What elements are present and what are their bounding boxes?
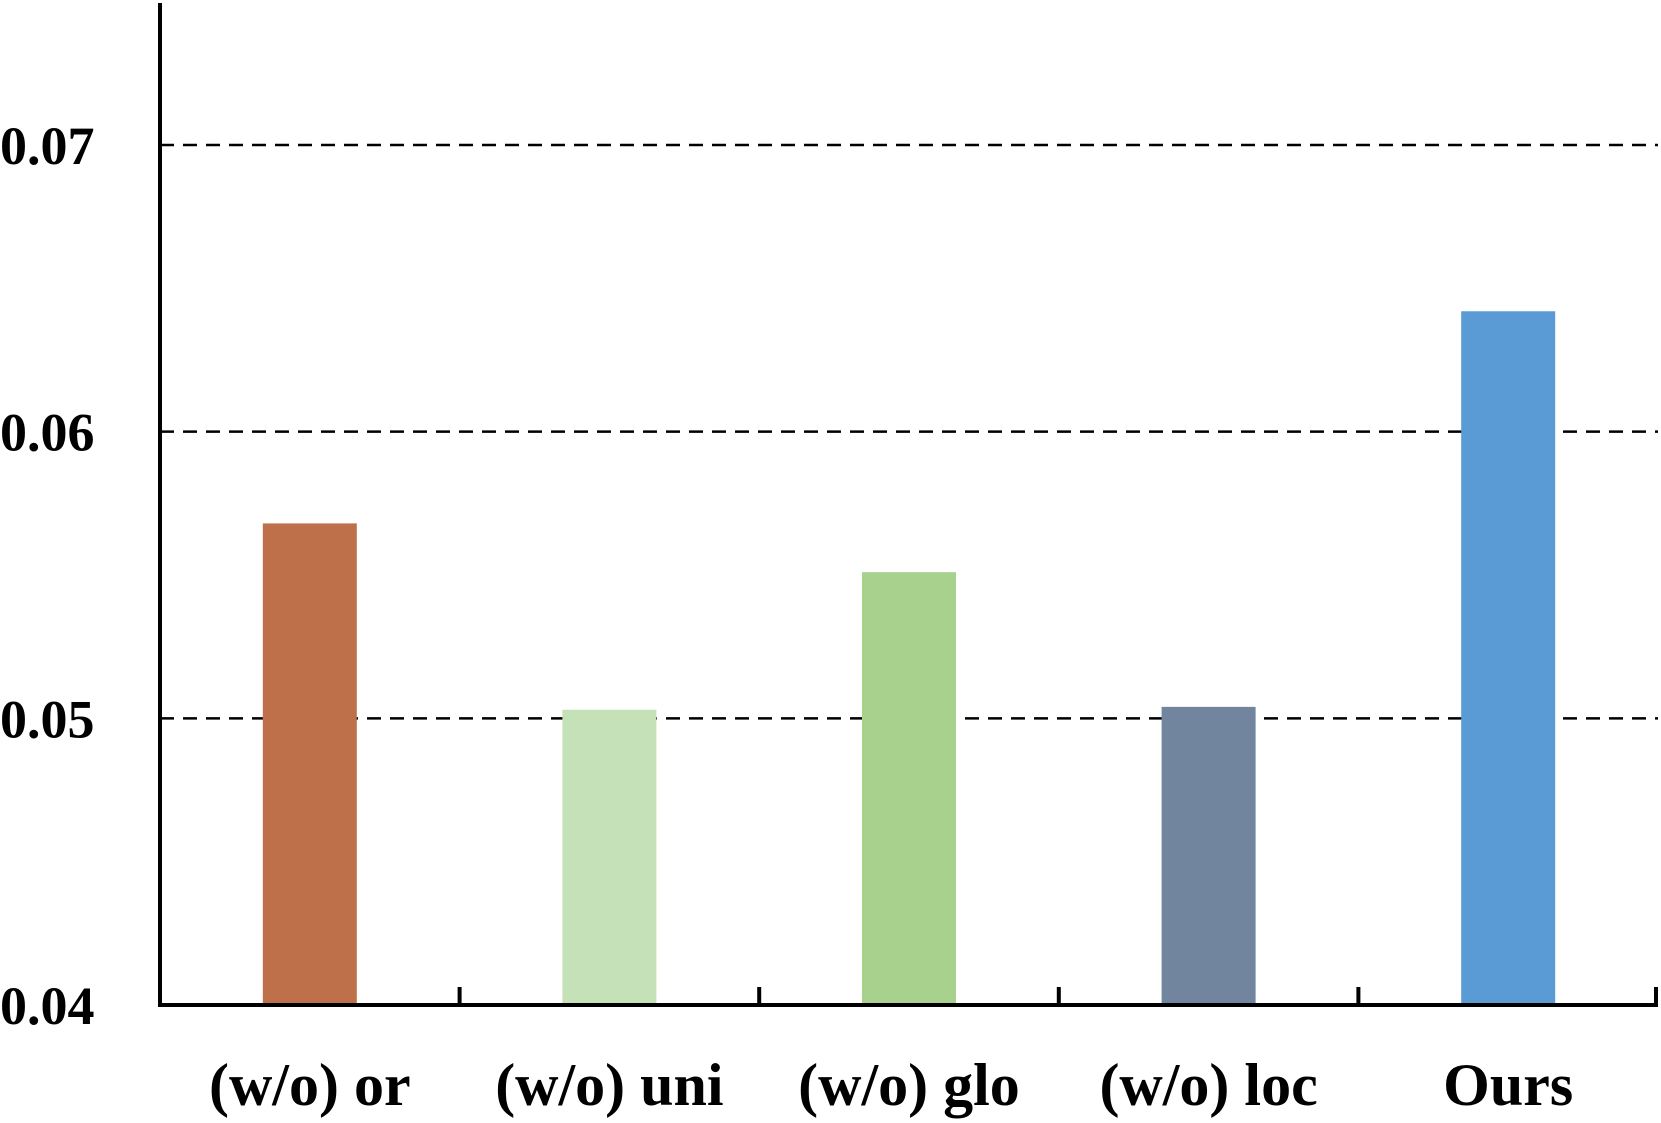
y-tick-label: 0.06 bbox=[0, 403, 95, 463]
bars bbox=[262, 311, 1556, 1005]
bar bbox=[1461, 311, 1556, 1005]
y-tick-label: 0.04 bbox=[0, 976, 95, 1036]
bar bbox=[262, 523, 357, 1005]
x-tick-label: (w/o) glo bbox=[798, 1052, 1020, 1118]
y-tick-label: 0.07 bbox=[0, 116, 95, 176]
bar bbox=[562, 709, 657, 1005]
y-tick-labels: 0.04 0.05 0.06 0.07 bbox=[0, 116, 95, 1036]
x-ticks bbox=[457, 987, 1658, 1005]
x-tick-label: (w/o) uni bbox=[495, 1052, 723, 1118]
y-tick-label: 0.05 bbox=[0, 689, 95, 749]
x-tick-label: (w/o) or bbox=[209, 1052, 411, 1118]
bar bbox=[1161, 706, 1256, 1005]
x-tick-labels: (w/o) or (w/o) uni (w/o) glo (w/o) loc Ours bbox=[209, 1052, 1573, 1118]
x-tick-label: (w/o) loc bbox=[1099, 1052, 1317, 1118]
x-tick-label: Ours bbox=[1443, 1052, 1573, 1118]
bar bbox=[862, 572, 956, 1005]
axes bbox=[158, 3, 1658, 1007]
